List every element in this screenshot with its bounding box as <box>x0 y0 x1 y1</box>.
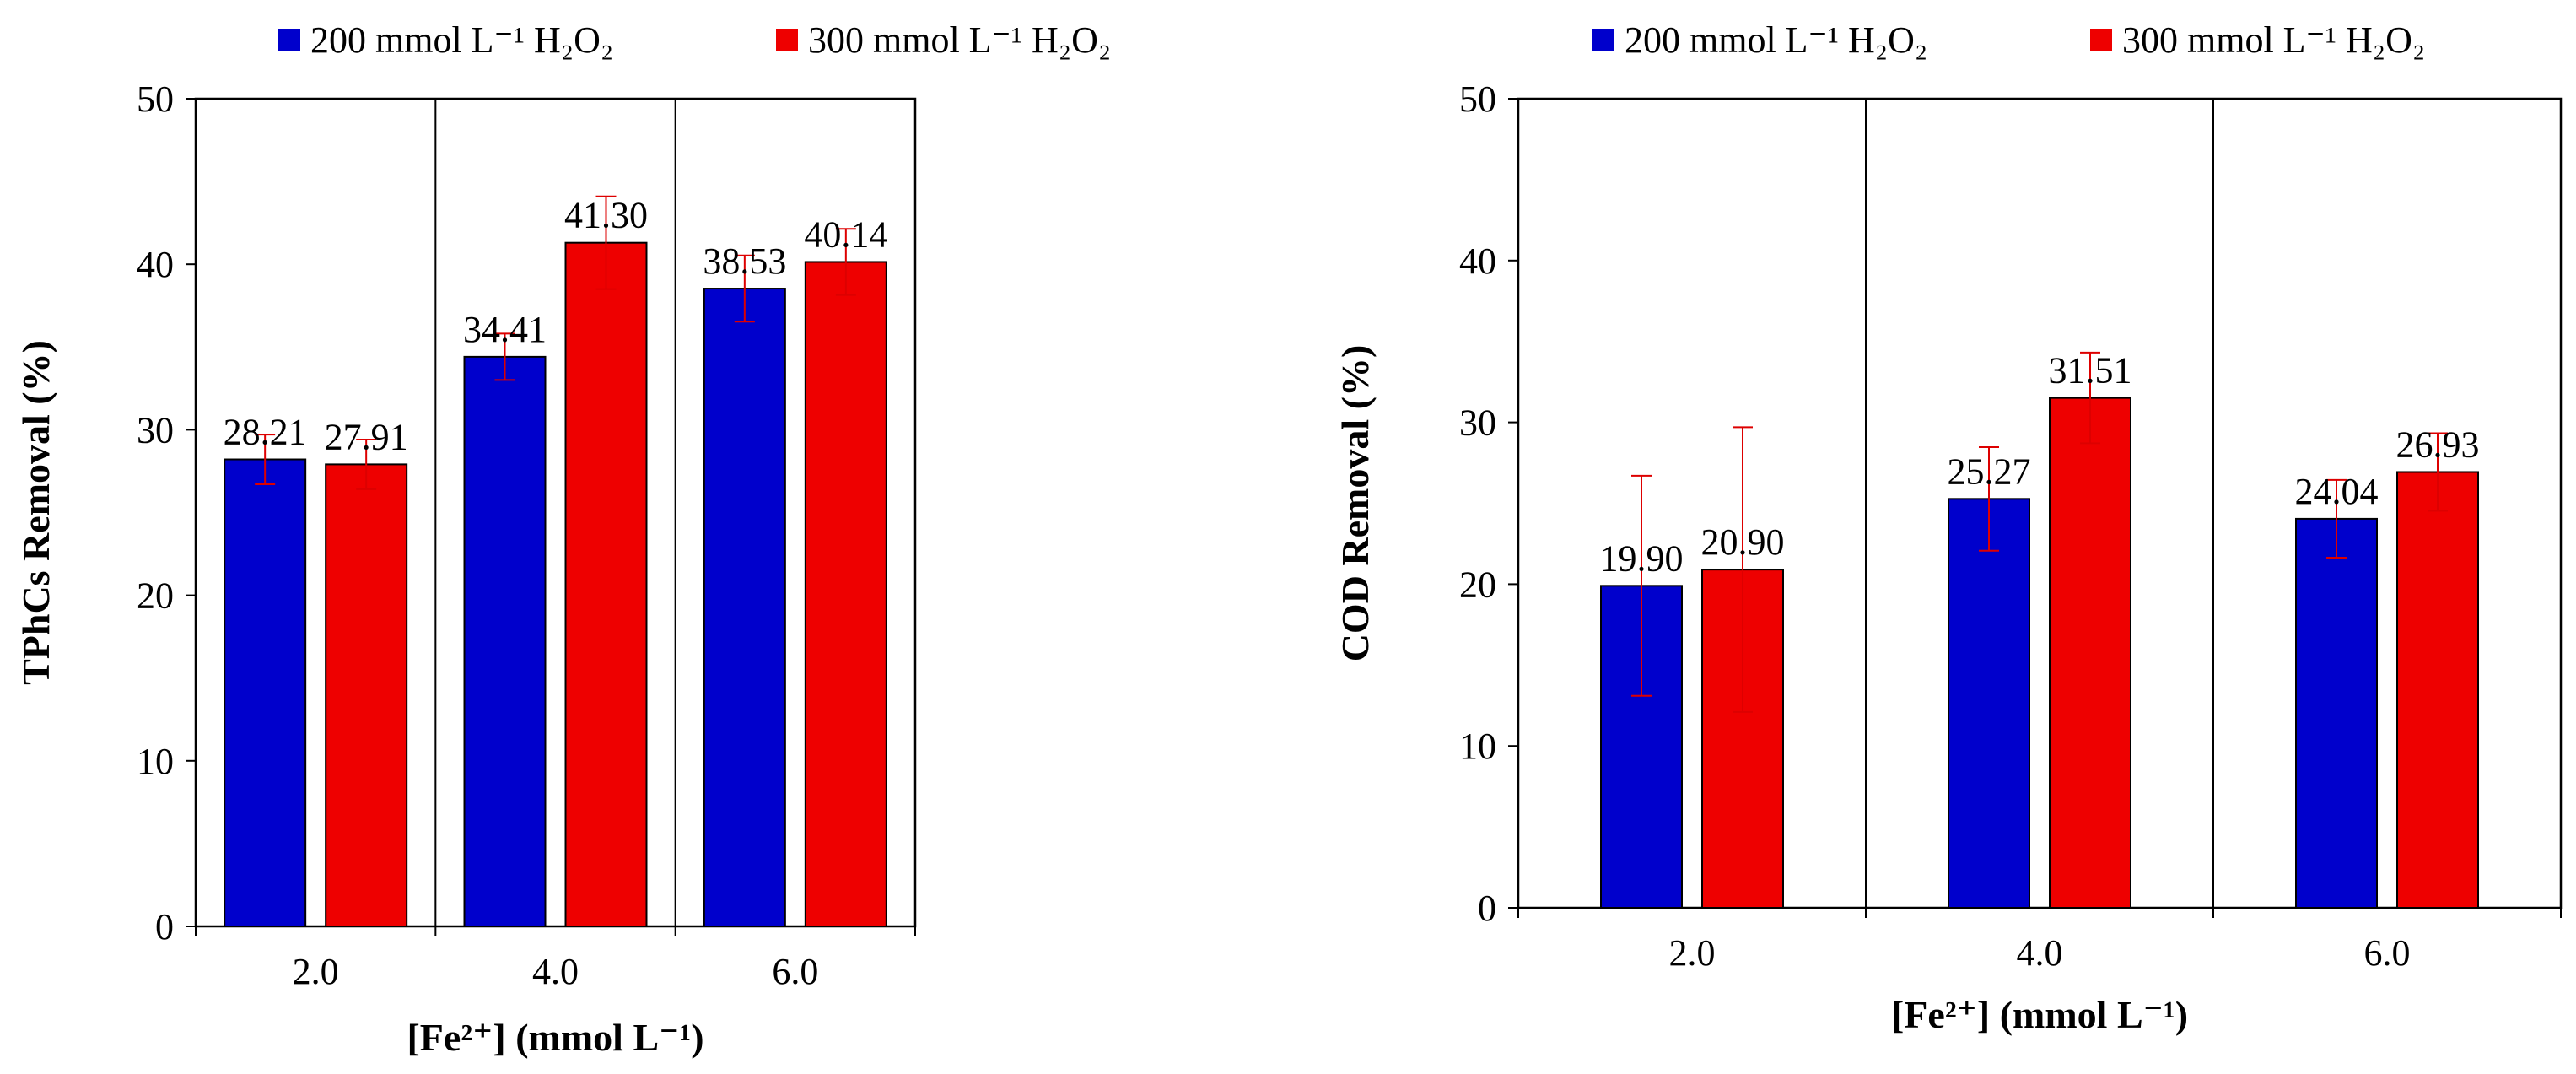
data-label: 28.21 <box>224 412 307 453</box>
x-tick-label: 2.0 <box>1669 932 1716 974</box>
data-label: 19.90 <box>1600 537 1684 579</box>
y-tick-label: 50 <box>1459 78 1496 120</box>
x-tick-label: 4.0 <box>532 951 579 992</box>
bar-h2o2-300-6-0 <box>2396 471 2479 909</box>
y-tick-label: 10 <box>1459 726 1496 767</box>
bar-h2o2-200-2-0 <box>224 458 307 927</box>
legend-swatch <box>776 29 798 51</box>
legend-label: 200 mmol L⁻¹ H₂O₂ <box>1625 19 1927 61</box>
x-axis-title: [Fe²⁺] (mmol L⁻¹) <box>1891 993 2188 1036</box>
y-tick-label: 0 <box>1478 888 1496 929</box>
y-tick-label: 50 <box>137 78 174 120</box>
x-tick-label: 6.0 <box>2364 932 2411 974</box>
legend-swatch <box>1592 29 1614 51</box>
legend-label: 300 mmol L⁻¹ H₂O₂ <box>808 19 1111 61</box>
y-tick-label: 40 <box>137 244 174 285</box>
y-tick-label: 30 <box>1459 402 1496 444</box>
data-label: 34.41 <box>463 309 547 350</box>
x-tick-label: 2.0 <box>293 951 339 992</box>
bar-h2o2-200-6-0 <box>2295 517 2378 909</box>
bar-h2o2-200-4-0 <box>1948 498 2030 909</box>
tphcs-removal-chart: 0 10 20 30 40 50 28.21 27.91 2.0 34.41 41.30 4.0 38.… <box>14 19 1111 1059</box>
plot-area-frame <box>194 97 917 928</box>
bar-h2o2-300-4-0 <box>564 241 648 928</box>
bar-h2o2-200-4-0 <box>463 355 547 927</box>
bar-h2o2-300-4-0 <box>2049 397 2131 909</box>
data-label: 20.90 <box>1701 521 1785 563</box>
legend-swatch <box>278 29 300 51</box>
bar-h2o2-200-6-0 <box>703 288 786 928</box>
legend-label: 200 mmol L⁻¹ H₂O₂ <box>310 19 613 61</box>
data-label: 41.30 <box>564 195 648 236</box>
plot-area-frame <box>1517 97 2563 909</box>
legend-swatch <box>2090 29 2112 51</box>
data-label: 25.27 <box>1948 451 2031 492</box>
data-label: 31.51 <box>2049 350 2132 391</box>
bar-h2o2-300-2-0 <box>325 463 408 927</box>
x-tick-label: 6.0 <box>772 951 818 992</box>
y-tick-label: 40 <box>1459 240 1496 282</box>
data-label: 27.91 <box>325 416 408 457</box>
y-tick-label: 20 <box>1459 564 1496 605</box>
y-tick-label: 20 <box>137 575 174 617</box>
y-tick-label: 30 <box>137 409 174 451</box>
y-tick-label: 10 <box>137 741 174 782</box>
y-axis-title: TPhCs Removal (%) <box>14 340 57 685</box>
data-label: 26.93 <box>2396 424 2480 465</box>
data-label: 24.04 <box>2295 471 2379 512</box>
y-axis-title: COD Removal (%) <box>1334 345 1377 662</box>
x-tick-label: 4.0 <box>2017 932 2063 974</box>
data-label: 38.53 <box>703 240 786 282</box>
x-axis-title: [Fe²⁺] (mmol L⁻¹) <box>407 1016 703 1059</box>
bar-h2o2-300-6-0 <box>804 261 887 927</box>
data-label: 40.14 <box>804 213 887 255</box>
legend-label: 300 mmol L⁻¹ H₂O₂ <box>2122 19 2425 61</box>
cod-removal-chart: 0 10 20 30 40 50 19.90 20.90 2.0 25.27 31.51 4.0 24.… <box>1334 19 2563 1036</box>
y-tick-label: 0 <box>155 906 174 947</box>
